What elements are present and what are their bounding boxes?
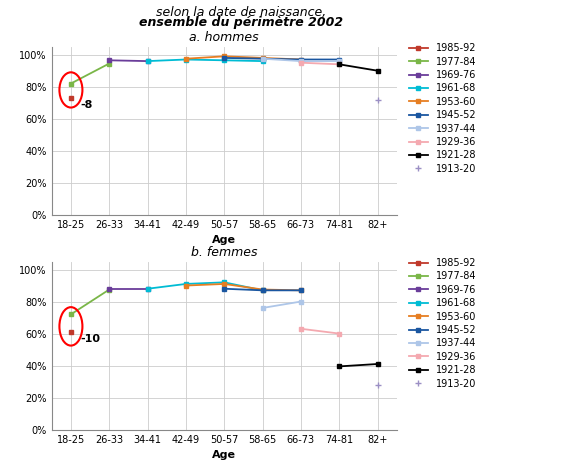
Title: b. femmes: b. femmes <box>191 246 258 259</box>
Text: selon la date de naissance,: selon la date de naissance, <box>156 7 327 19</box>
Legend: 1985-92, 1977-84, 1969-76, 1961-68, 1953-60, 1945-52, 1937-44, 1929-36, 1921-28,: 1985-92, 1977-84, 1969-76, 1961-68, 1953… <box>408 43 476 174</box>
X-axis label: Age: Age <box>212 450 236 460</box>
Title: a. hommes: a. hommes <box>189 31 259 44</box>
Text: -8: -8 <box>81 99 93 110</box>
X-axis label: Age: Age <box>212 235 236 245</box>
Text: -10: -10 <box>81 333 101 344</box>
Text: ensemble du périmètre 2002: ensemble du périmètre 2002 <box>140 16 344 28</box>
Legend: 1985-92, 1977-84, 1969-76, 1961-68, 1953-60, 1945-52, 1937-44, 1929-36, 1921-28,: 1985-92, 1977-84, 1969-76, 1961-68, 1953… <box>408 258 476 389</box>
